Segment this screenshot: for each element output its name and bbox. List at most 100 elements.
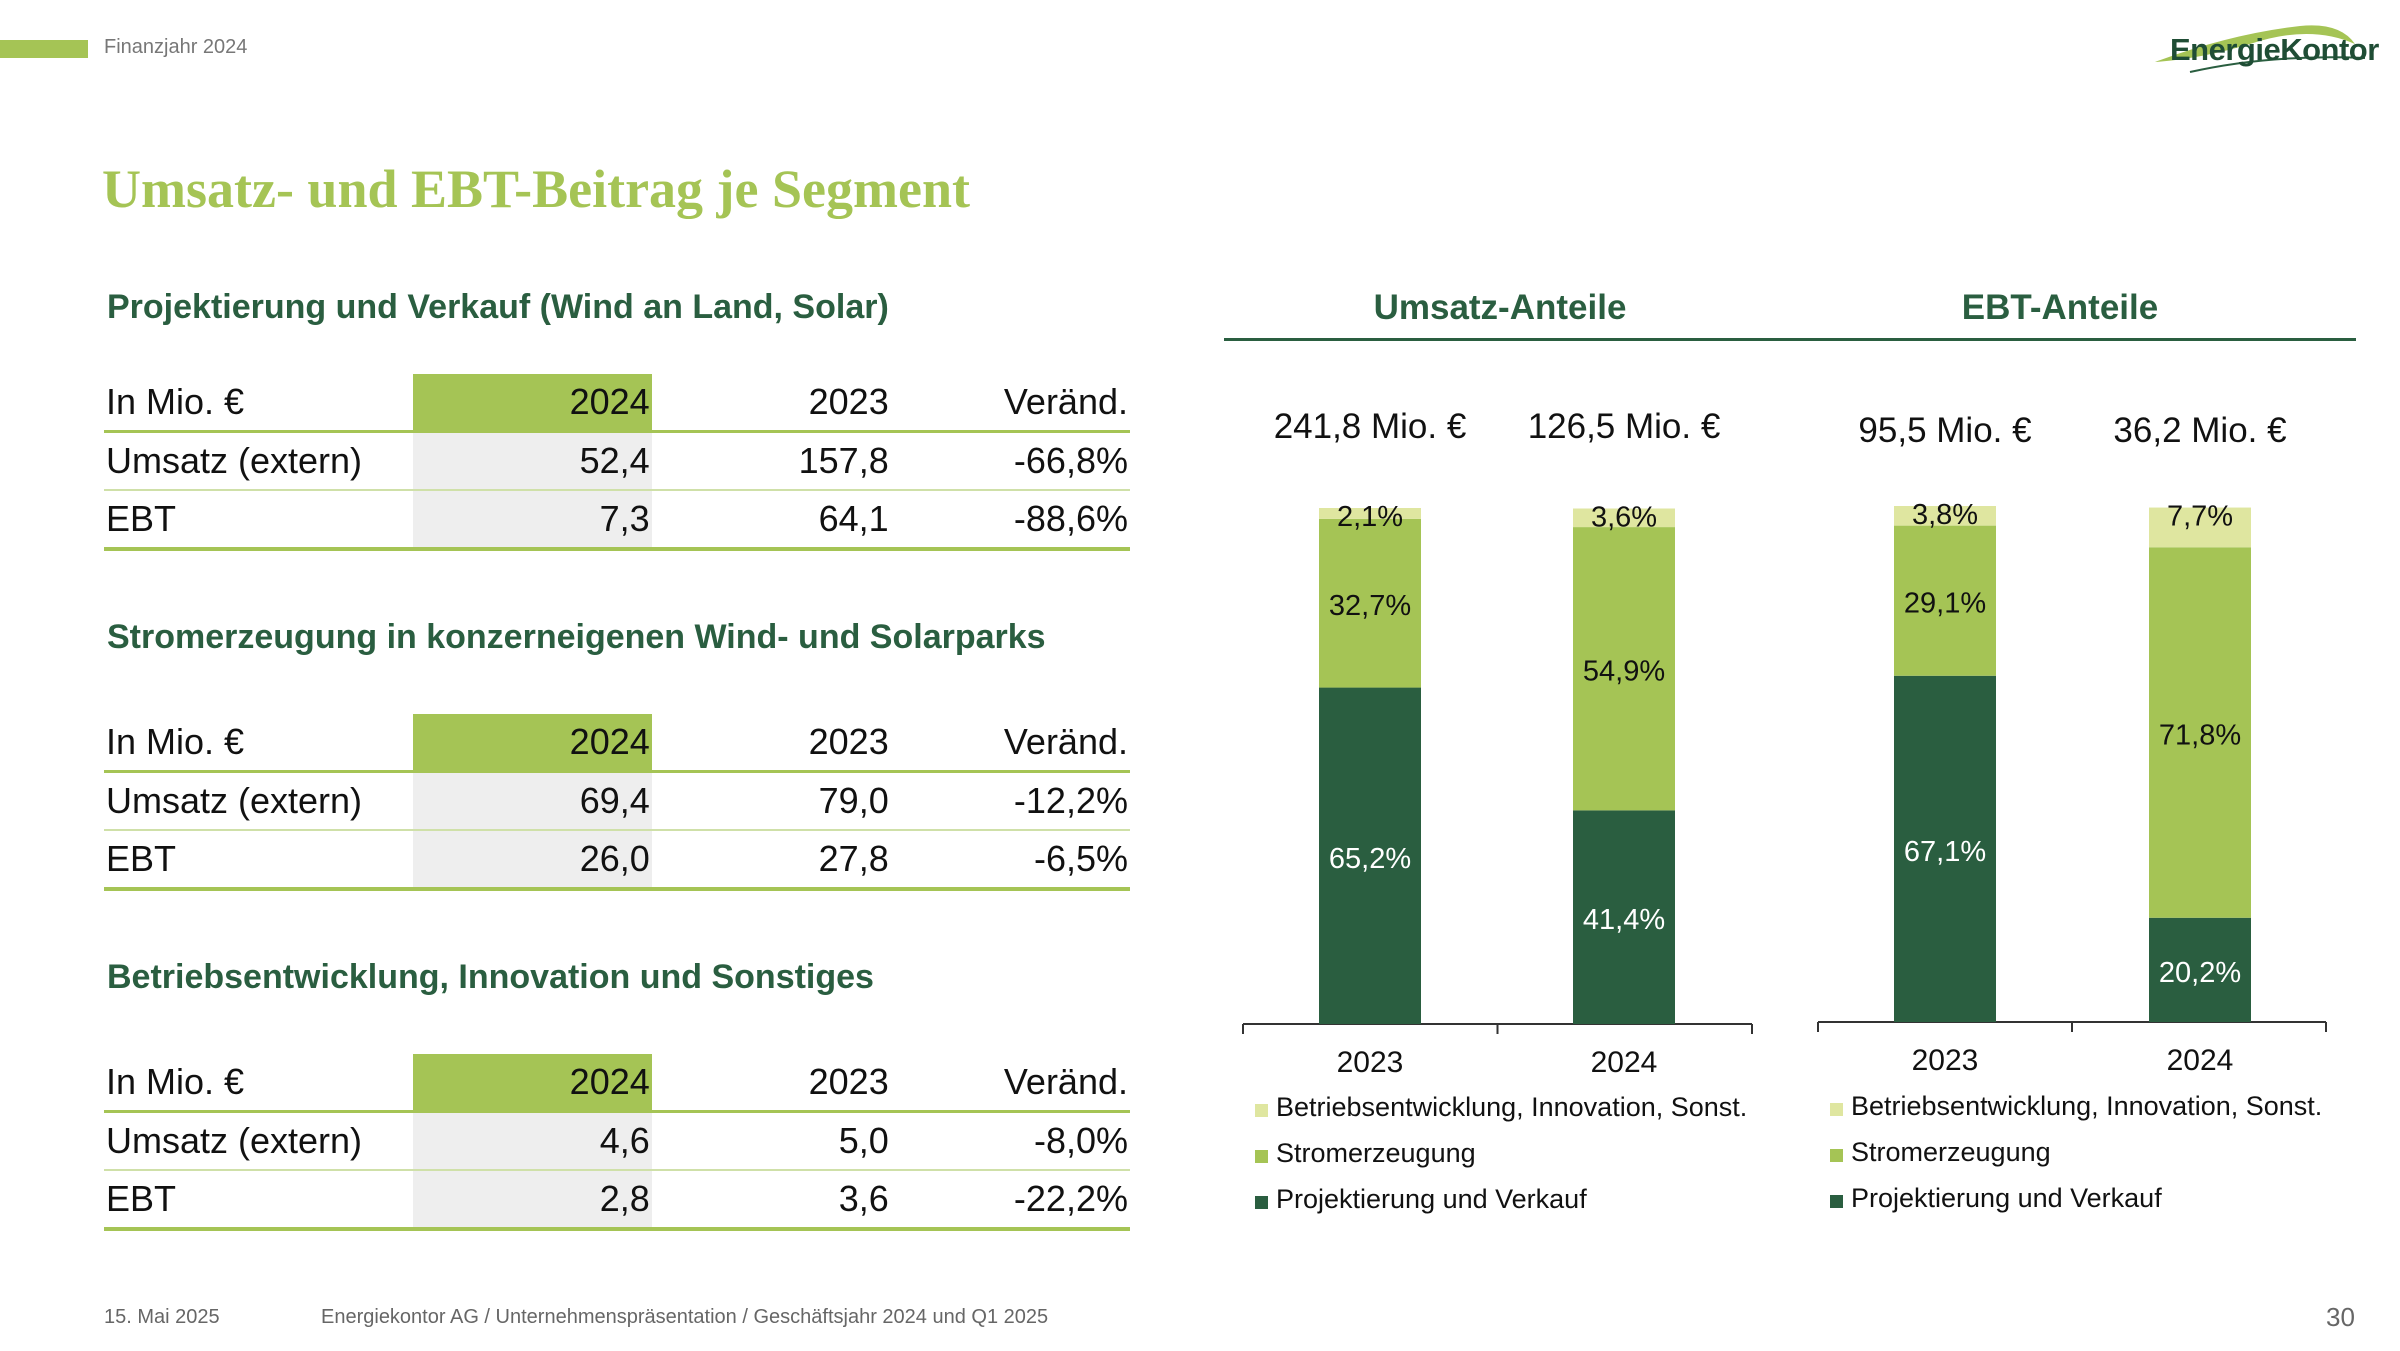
table-row: Umsatz (extern) 4,6 5,0 -8,0% <box>104 1111 1130 1171</box>
table-row: Umsatz (extern) 69,4 79,0 -12,2% <box>104 771 1130 831</box>
bar-data-label: 54,9% <box>1583 656 1665 688</box>
table-cell: 64,1 <box>651 490 891 551</box>
bar-segment <box>2149 507 2251 548</box>
table-header-cell: In Mio. € <box>104 714 413 773</box>
legend-swatch <box>1830 1103 1843 1116</box>
bar-total-label: 126,5 Mio. € <box>1528 407 1721 446</box>
table-header-cell: In Mio. € <box>104 374 413 433</box>
page-title: Umsatz- und EBT-Beitrag je Segment <box>102 159 970 219</box>
table-cell: 5,0 <box>651 1111 891 1171</box>
segment-title-stromerzeugung: Stromerzeugung in konzerneigenen Wind- u… <box>107 618 1046 656</box>
bar-segment <box>2149 547 2251 918</box>
table-header-cell: 2024 <box>412 374 652 433</box>
table-header-row: In Mio. € 2024 2023 Veränd. <box>104 374 1130 433</box>
table-header-cell: Veränd. <box>890 714 1130 773</box>
bar-data-label: 41,4% <box>1583 904 1665 936</box>
legend-swatch <box>1255 1104 1268 1117</box>
table-cell: 157,8 <box>651 431 891 491</box>
logo-text: EnergieKontor <box>2170 32 2379 67</box>
bar-segment <box>1319 508 1421 519</box>
table-header-cell: 2023 <box>651 374 891 433</box>
fiscal-year-label: Finanzjahr 2024 <box>104 36 248 58</box>
table-row: Umsatz (extern) 52,4 157,8 -66,8% <box>104 431 1130 491</box>
bar-data-label: 3,8% <box>1912 499 1978 531</box>
table-cell: 3,6 <box>651 1170 891 1231</box>
legend-swatch <box>1255 1150 1268 1163</box>
legend-label: Projektierung und Verkauf <box>1851 1183 2162 1213</box>
table-header-cell: In Mio. € <box>104 1054 413 1113</box>
table-header-cell: 2023 <box>651 1054 891 1113</box>
table-cell: -88,6% <box>890 490 1130 551</box>
bar-segment <box>1894 675 1996 1022</box>
chart-title-umsatz: Umsatz-Anteile <box>1373 288 1627 327</box>
legend-label: Stromerzeugung <box>1276 1138 1476 1168</box>
bar-data-label: 71,8% <box>2159 720 2241 752</box>
company-logo: EnergieKontor <box>2150 14 2379 84</box>
legend-label: Betriebsentwicklung, Innovation, Sonst. <box>1276 1092 1747 1122</box>
chart-header-divider <box>1224 338 2356 341</box>
footer-source: Energiekontor AG / Unternehmenspräsentat… <box>321 1306 1049 1328</box>
bar-segment <box>1894 525 1996 676</box>
accent-bar <box>0 40 88 58</box>
x-tick-label: 2024 <box>2167 1044 2234 1077</box>
legend-label: Projektierung und Verkauf <box>1276 1184 1587 1214</box>
bar-segment <box>1894 506 1996 526</box>
logo-swoosh-icon <box>2155 25 2366 73</box>
bar-total-label: 95,5 Mio. € <box>1858 411 2031 450</box>
table-header-cell: Veränd. <box>890 374 1130 433</box>
bar-data-label: 65,2% <box>1329 843 1411 875</box>
bar-segment <box>1319 518 1421 688</box>
table-row: EBT 26,0 27,8 -6,5% <box>104 830 1130 891</box>
bar-segment <box>2149 917 2251 1022</box>
table-cell: -8,0% <box>890 1111 1130 1171</box>
x-tick-label: 2024 <box>1591 1046 1658 1079</box>
table-cell: Umsatz (extern) <box>104 1111 413 1171</box>
table-cell: -6,5% <box>890 830 1130 891</box>
x-tick-label: 2023 <box>1337 1046 1404 1079</box>
legend-swatch <box>1830 1195 1843 1208</box>
bar-data-label: 7,7% <box>2167 501 2233 533</box>
table-cell: 2,8 <box>412 1170 652 1231</box>
segment-table-projektierung: In Mio. € 2024 2023 Veränd. Umsatz (exte… <box>104 374 1130 551</box>
bar-total-label: 36,2 Mio. € <box>2113 411 2286 450</box>
table-header-cell: 2024 <box>412 714 652 773</box>
table-cell: EBT <box>104 490 413 551</box>
segment-table-betriebsentwicklung: In Mio. € 2024 2023 Veränd. Umsatz (exte… <box>104 1054 1130 1231</box>
legend-label: Stromerzeugung <box>1851 1137 2051 1167</box>
segment-title-betriebsentwicklung: Betriebsentwicklung, Innovation und Sons… <box>107 958 874 996</box>
legend-swatch <box>1255 1196 1268 1209</box>
bar-data-label: 2,1% <box>1337 501 1403 533</box>
segment-title-projektierung: Projektierung und Verkauf (Wind an Land,… <box>107 288 889 326</box>
table-cell: -22,2% <box>890 1170 1130 1231</box>
table-row: EBT 2,8 3,6 -22,2% <box>104 1170 1130 1231</box>
table-cell: 69,4 <box>412 771 652 831</box>
table-cell: 7,3 <box>412 490 652 551</box>
bar-segment <box>1319 687 1421 1024</box>
table-cell: 4,6 <box>412 1111 652 1171</box>
bar-total-label: 241,8 Mio. € <box>1274 407 1467 446</box>
table-header-cell: Veränd. <box>890 1054 1130 1113</box>
table-cell: -66,8% <box>890 431 1130 491</box>
segment-table-stromerzeugung: In Mio. € 2024 2023 Veränd. Umsatz (exte… <box>104 714 1130 891</box>
bar-data-label: 3,6% <box>1591 502 1657 534</box>
table-header-cell: 2023 <box>651 714 891 773</box>
chart-title-ebt: EBT-Anteile <box>1961 288 2159 327</box>
table-cell: 79,0 <box>651 771 891 831</box>
table-cell: Umsatz (extern) <box>104 771 413 831</box>
bar-data-label: 20,2% <box>2159 957 2241 989</box>
bar-data-label: 32,7% <box>1329 590 1411 622</box>
table-header-row: In Mio. € 2024 2023 Veränd. <box>104 714 1130 773</box>
bar-segment <box>1573 508 1675 528</box>
x-tick-label: 2023 <box>1912 1044 1979 1077</box>
table-cell: 27,8 <box>651 830 891 891</box>
table-cell: Umsatz (extern) <box>104 431 413 491</box>
table-row: EBT 7,3 64,1 -88,6% <box>104 490 1130 551</box>
table-cell: EBT <box>104 1170 413 1231</box>
bar-data-label: 29,1% <box>1904 588 1986 620</box>
legend-label: Betriebsentwicklung, Innovation, Sonst. <box>1851 1091 2322 1121</box>
table-cell: EBT <box>104 830 413 891</box>
table-cell: -12,2% <box>890 771 1130 831</box>
bar-data-label: 67,1% <box>1904 836 1986 868</box>
footer-date: 15. Mai 2025 <box>104 1306 220 1328</box>
